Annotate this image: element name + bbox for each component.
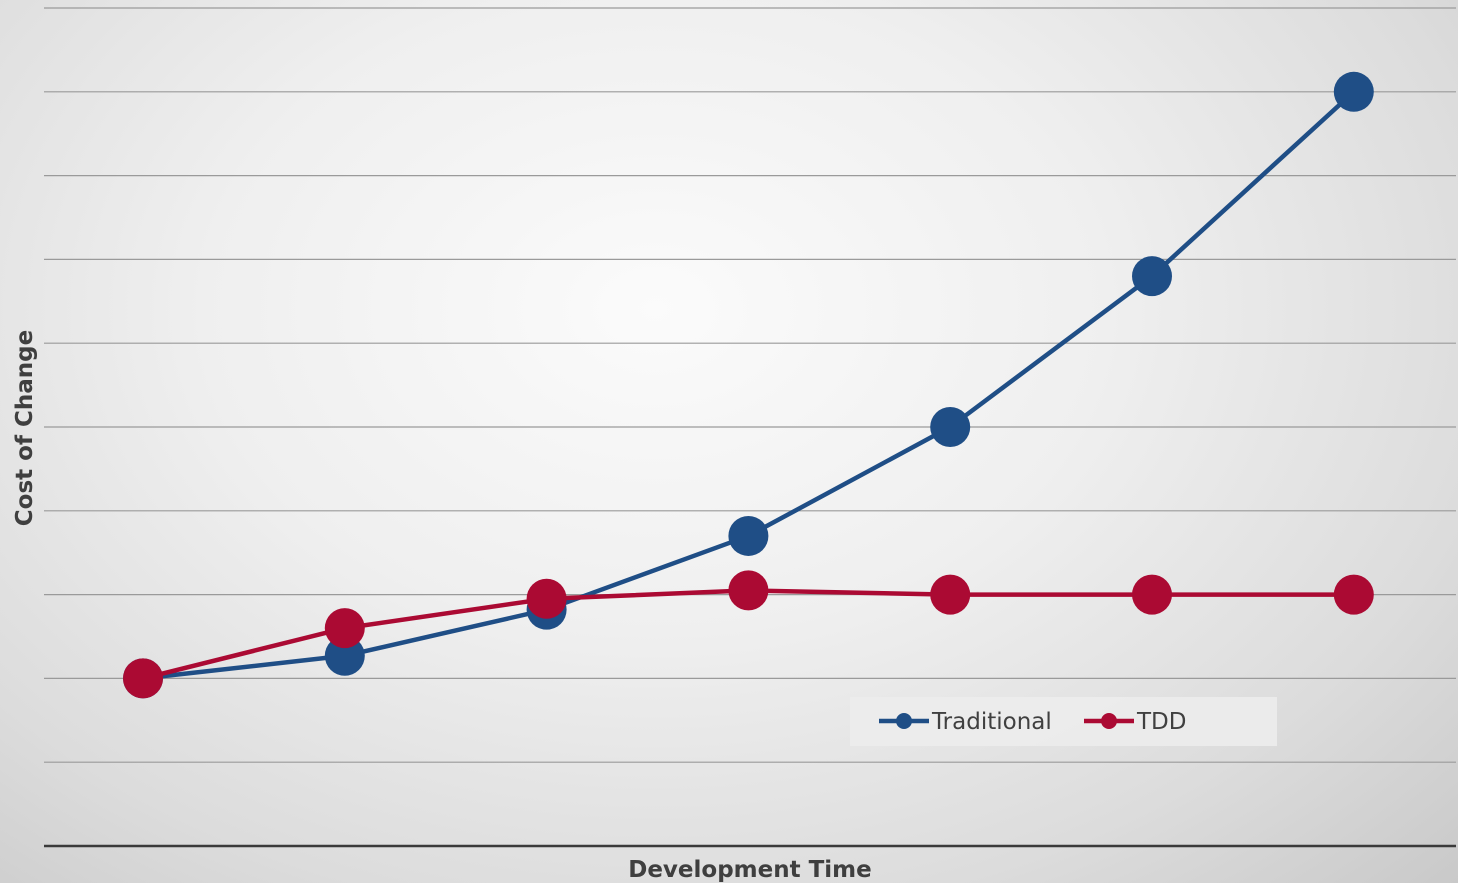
data-point [930, 574, 971, 615]
data-point [324, 635, 365, 676]
y-axis-title: Cost of Change [12, 330, 38, 526]
series-tdd [123, 570, 1374, 699]
legend-label: TDD [1136, 709, 1186, 735]
data-point [1132, 256, 1172, 297]
data-point [1132, 574, 1172, 615]
legend-label: Traditional [931, 709, 1052, 735]
data-point [930, 407, 971, 447]
data-point [728, 515, 769, 556]
legend-item-tdd: TDD [1084, 709, 1186, 735]
data-point [1333, 574, 1374, 615]
legend-swatch-marker [1101, 713, 1117, 729]
x-axis-title: Development Time [628, 857, 872, 883]
data-point [123, 658, 163, 699]
data-point [1333, 71, 1374, 112]
gridlines [44, 7, 1456, 763]
data-point [728, 570, 769, 611]
legend-swatch-marker [896, 713, 912, 729]
series-layer [123, 71, 1374, 699]
legend-item-traditional: Traditional [879, 709, 1052, 735]
legend: Traditional TDD [850, 697, 1277, 746]
data-point [324, 608, 365, 649]
data-point [526, 578, 567, 619]
